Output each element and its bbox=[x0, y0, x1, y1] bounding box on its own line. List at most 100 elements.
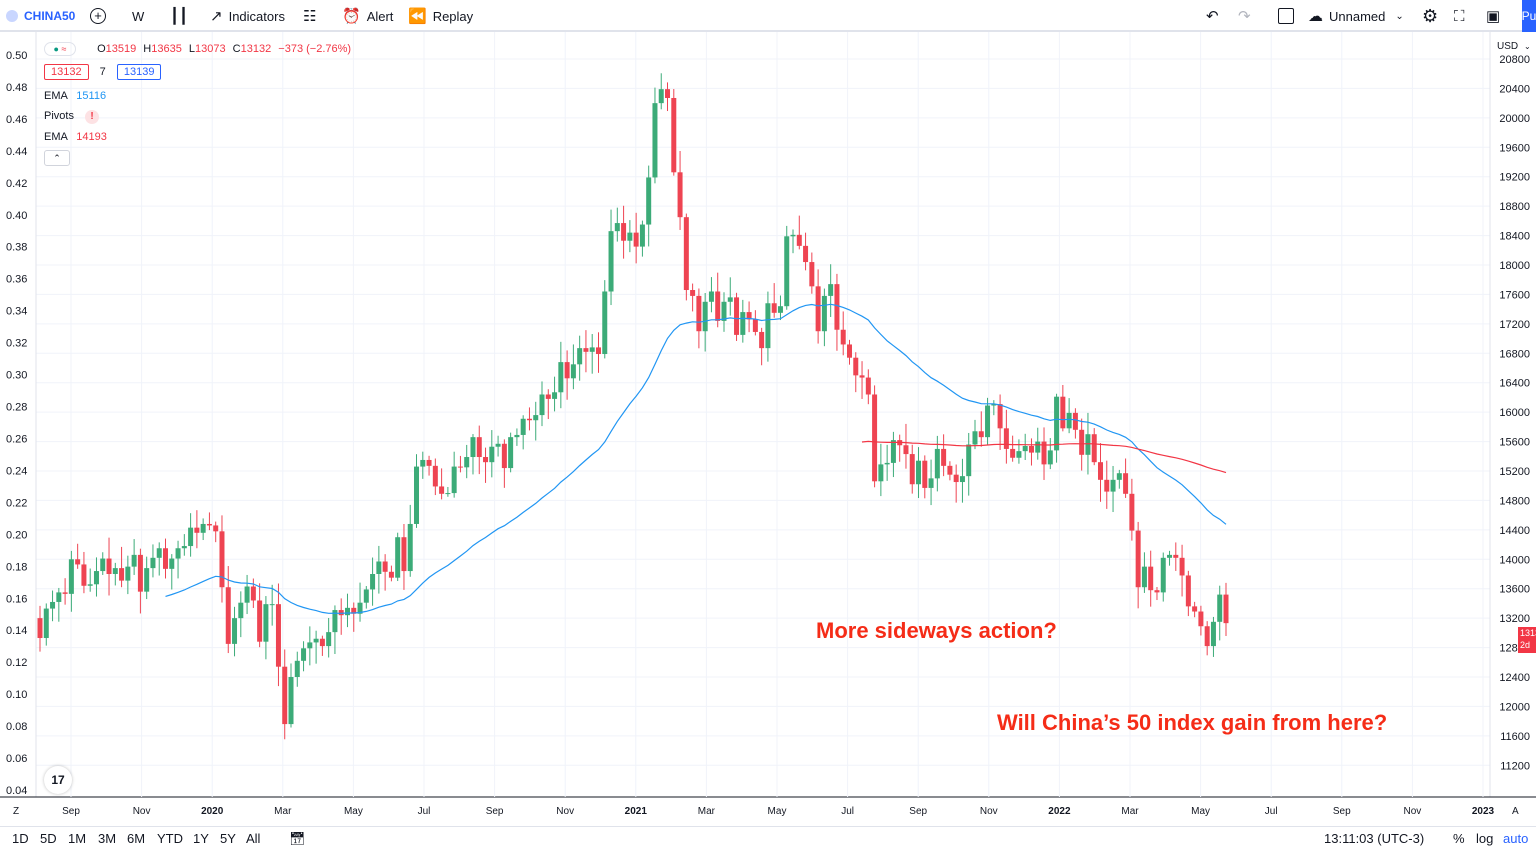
publish-button[interactable]: Pu bbox=[1522, 0, 1536, 32]
left-price-axis: 0.50 0.48 0.46 0.44 0.42 0.40 0.38 0.36 0.34 0.32… bbox=[6, 50, 27, 797]
right-price-axis[interactable]: 20800 20400 20000 19600 19200 18800 18400 18000… bbox=[1497, 41, 1531, 772]
candle-body bbox=[451, 466, 457, 494]
candle-body bbox=[81, 564, 87, 586]
open-value: 13519 bbox=[105, 42, 137, 55]
sell-button[interactable]: 13132 bbox=[44, 64, 89, 80]
candle-body bbox=[1204, 626, 1210, 647]
candle-body bbox=[677, 172, 683, 218]
left-tick-label: 0.12 bbox=[6, 657, 27, 669]
time-tick-label: Mar bbox=[274, 806, 292, 817]
candle-body bbox=[137, 554, 143, 592]
ema-1-value: 15116 bbox=[76, 90, 107, 102]
log-toggle[interactable]: log bbox=[1476, 831, 1494, 846]
candle-body bbox=[577, 348, 583, 365]
candle-body bbox=[583, 348, 589, 352]
range-button-1d[interactable]: 1D bbox=[12, 831, 29, 846]
left-tick-label: 0.08 bbox=[6, 721, 27, 733]
snapshot-button[interactable]: ▣ bbox=[1486, 0, 1506, 32]
redo-button[interactable]: ↷ bbox=[1238, 0, 1257, 32]
candle-body bbox=[351, 607, 357, 614]
chart-grid bbox=[0, 32, 1536, 798]
range-button-all[interactable]: All bbox=[246, 831, 261, 846]
left-tick-label: 0.44 bbox=[6, 146, 27, 158]
square-icon bbox=[1278, 8, 1294, 24]
layout-select-button[interactable] bbox=[1278, 0, 1294, 32]
candle-body bbox=[828, 284, 834, 296]
candle-body bbox=[834, 284, 840, 330]
collapse-legend-button[interactable]: ⌃ bbox=[44, 150, 70, 166]
left-tick-label: 0.22 bbox=[6, 497, 27, 509]
candle-body bbox=[959, 476, 965, 483]
range-button-6m[interactable]: 6M bbox=[127, 831, 146, 846]
candle-body bbox=[985, 405, 991, 438]
range-button-1m[interactable]: 1M bbox=[68, 831, 87, 846]
warning-icon[interactable]: ! bbox=[85, 110, 100, 124]
fullscreen-button[interactable]: ⛶ bbox=[1454, 0, 1471, 32]
right-tick-label: 12000 bbox=[1499, 701, 1530, 713]
gear-icon: ⚙ bbox=[1422, 5, 1439, 26]
indicators-button[interactable]: ↗ Indicators bbox=[210, 0, 285, 32]
candle-body bbox=[890, 440, 896, 463]
candle-body bbox=[388, 571, 394, 578]
right-tick-label: 17600 bbox=[1499, 289, 1530, 301]
calendar-button[interactable]: 📅︎ bbox=[289, 831, 306, 847]
symbol-search[interactable]: CHINA50 bbox=[6, 0, 76, 32]
candle-body bbox=[821, 295, 827, 332]
interval-button[interactable]: W bbox=[132, 0, 144, 32]
candle-body bbox=[520, 418, 526, 435]
candle-body bbox=[1066, 412, 1072, 429]
candle-body bbox=[1054, 396, 1060, 451]
alarm-clock-icon: ⏰ bbox=[342, 8, 361, 25]
candle-body bbox=[257, 600, 263, 642]
pivots-row[interactable]: Pivots ! bbox=[44, 110, 100, 124]
range-button-5d[interactable]: 5D bbox=[40, 831, 57, 846]
right-tick-label: 16000 bbox=[1499, 407, 1530, 419]
time-tick-label: May bbox=[1191, 806, 1210, 817]
undo-button[interactable]: ↶ bbox=[1206, 0, 1225, 32]
range-button-3m[interactable]: 3M bbox=[98, 831, 117, 846]
candle-body bbox=[169, 558, 175, 569]
candle-body bbox=[56, 592, 62, 602]
right-tick-label: 13200 bbox=[1499, 613, 1530, 625]
price-chart[interactable]: 0.50 0.48 0.46 0.44 0.42 0.40 0.38 0.36 0.34 0.32… bbox=[0, 32, 1536, 826]
candle-body bbox=[966, 444, 972, 477]
candle-body bbox=[1148, 566, 1154, 591]
candle-body bbox=[495, 443, 501, 447]
templates-button[interactable]: ☷ bbox=[303, 0, 322, 32]
time-tick-label: Nov bbox=[1404, 806, 1422, 817]
candle-body bbox=[382, 561, 388, 572]
candle-body bbox=[344, 607, 350, 616]
right-tick-label: 19200 bbox=[1499, 172, 1530, 184]
candle-body bbox=[395, 537, 401, 578]
candle-body bbox=[188, 527, 194, 547]
left-tick-label: 0.26 bbox=[6, 433, 27, 445]
clock-display[interactable]: 13:11:03 (UTC-3) bbox=[1324, 831, 1425, 846]
alert-button[interactable]: ⏰ Alert bbox=[342, 0, 393, 32]
range-button-ytd[interactable]: YTD bbox=[157, 831, 183, 846]
candle-body bbox=[445, 493, 451, 495]
ema-2-row[interactable]: EMA 14193 bbox=[44, 131, 107, 143]
replay-button[interactable]: ⏪ Replay bbox=[408, 0, 473, 32]
right-tick-label: 20800 bbox=[1499, 54, 1530, 66]
auto-toggle[interactable]: auto bbox=[1503, 831, 1529, 846]
candle-body bbox=[715, 291, 721, 321]
ema-1-row[interactable]: EMA 15116 bbox=[44, 90, 106, 102]
compare-add-button[interactable]: + bbox=[90, 0, 106, 32]
time-tick-label: May bbox=[768, 806, 787, 817]
right-tick-label: 14800 bbox=[1499, 495, 1530, 507]
time-axis[interactable]: Sep Nov 2020 Mar May Jul Sep Nov 2021 Mar May Jul Se… bbox=[13, 806, 1519, 817]
chart-type-button[interactable]: ┃┃ bbox=[170, 0, 194, 32]
percent-toggle[interactable]: % bbox=[1453, 831, 1465, 846]
buy-button[interactable]: 13139 bbox=[116, 64, 162, 80]
time-tick-label: Sep bbox=[1333, 806, 1351, 817]
candle-body bbox=[790, 234, 796, 237]
range-button-5y[interactable]: 5Y bbox=[220, 831, 236, 846]
candle-body bbox=[112, 568, 118, 574]
layout-name-button[interactable]: ☁ Unnamed ⌄ bbox=[1308, 0, 1404, 32]
settings-button[interactable]: ⚙ bbox=[1422, 0, 1444, 32]
candle-body bbox=[865, 377, 871, 395]
range-button-1y[interactable]: 1Y bbox=[193, 831, 209, 846]
tradingview-logo-icon[interactable]: 17 bbox=[44, 766, 72, 794]
candle-body bbox=[1192, 606, 1198, 612]
candle-body bbox=[1035, 441, 1041, 453]
